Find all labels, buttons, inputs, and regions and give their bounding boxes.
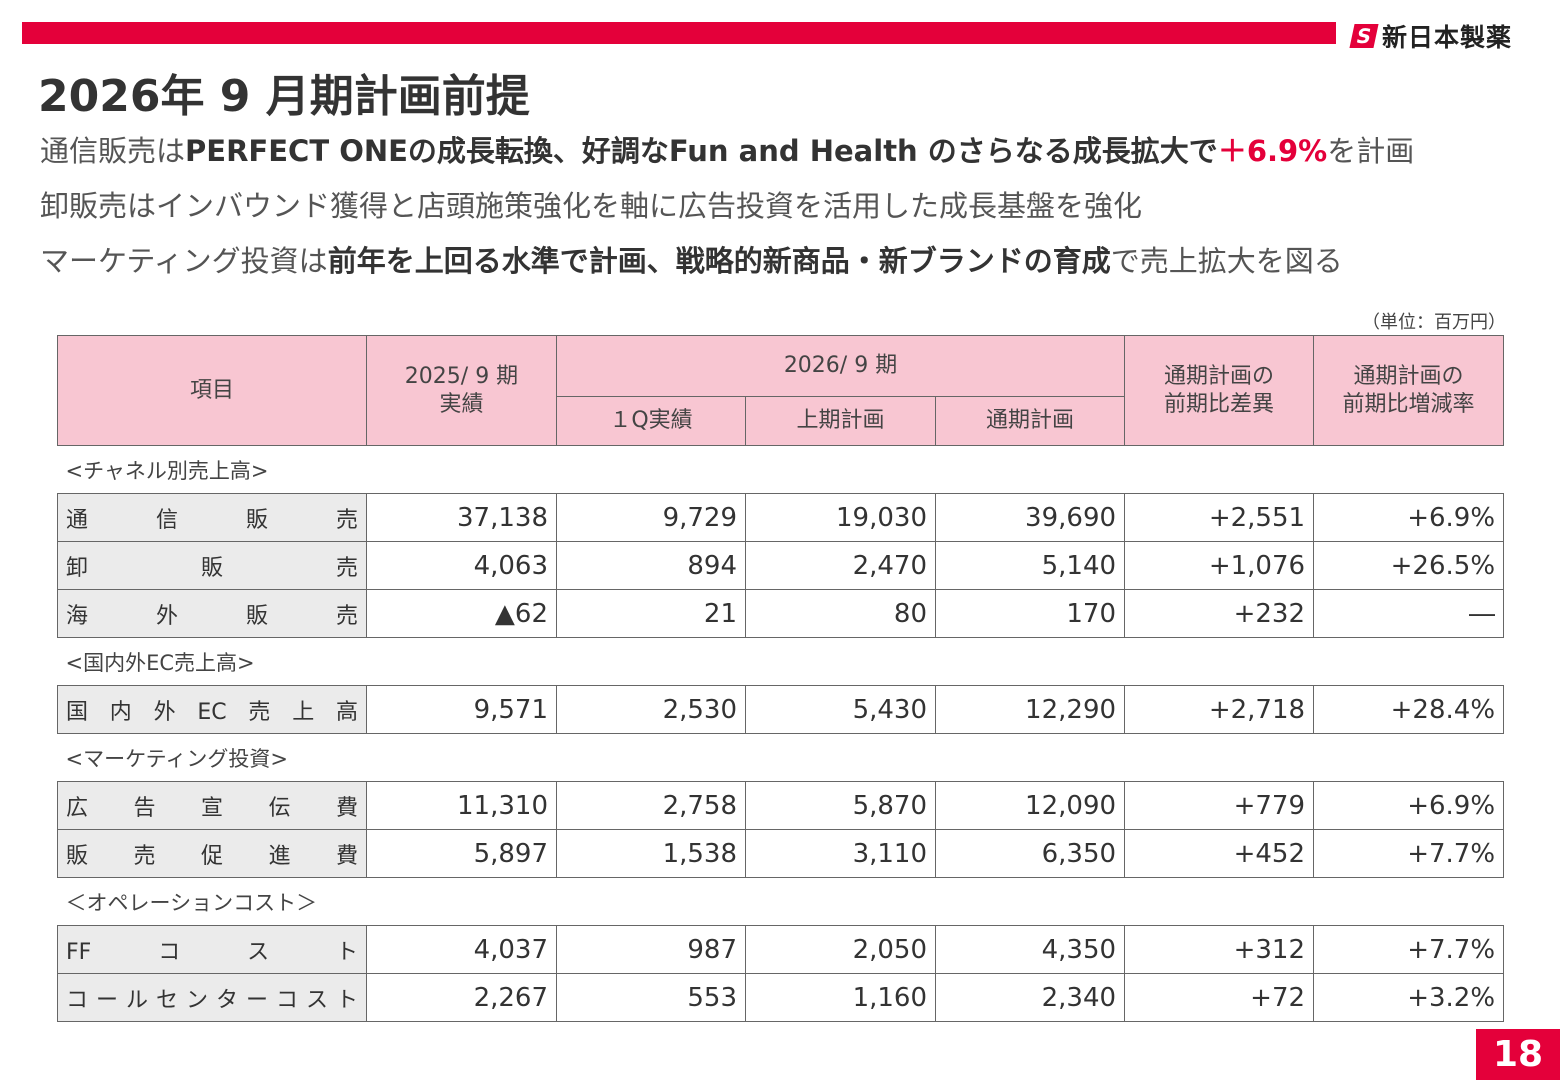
- value-cell: 3,110: [745, 829, 936, 878]
- table-row: コールセンターコスト 2,267 553 1,160 2,340 +72 +3.2%: [57, 973, 1505, 1022]
- row-label: 卸販売: [57, 541, 367, 590]
- value-cell: 1,538: [556, 829, 746, 878]
- value-cell: 5,430: [745, 685, 936, 734]
- value-cell: 987: [556, 925, 746, 974]
- value-cell: +232: [1124, 589, 1315, 638]
- value-cell: 2,470: [745, 541, 936, 590]
- value-cell: 553: [556, 973, 746, 1022]
- value-cell: +28.4%: [1313, 685, 1505, 734]
- value-cell: 12,090: [934, 781, 1126, 830]
- table-row: 国内外EC売上高 9,571 2,530 5,430 12,290 +2,718 +28.4…: [57, 685, 1505, 734]
- table-row: 通信販売 37,138 9,729 19,030 39,690 +2,551 +6.9%: [57, 493, 1505, 542]
- page-title: 2026年 9 月期計画前提: [38, 71, 530, 122]
- bullet-highlight: ＋6.9%: [1217, 134, 1328, 168]
- value-cell: 5,140: [934, 541, 1126, 590]
- section-label: ＜オペレーションコスト＞: [65, 890, 318, 915]
- row-label: 販売促進費: [57, 829, 367, 878]
- value-cell: 39,690: [934, 493, 1126, 542]
- value-cell: 2,530: [556, 685, 746, 734]
- value-cell: 2,758: [556, 781, 746, 830]
- top-accent-bar: [22, 22, 1336, 44]
- value-cell: +2,551: [1124, 493, 1315, 542]
- value-cell: +7.7%: [1313, 925, 1505, 974]
- table-row: 海外販売 ▲62 21 80 170 +232 ―: [57, 589, 1505, 638]
- value-cell: ▲62: [366, 589, 557, 638]
- header-h1: 上期計画: [745, 396, 936, 446]
- company-logo: S 新日本製薬: [1349, 18, 1513, 54]
- page-number: 18: [1476, 1029, 1560, 1080]
- value-cell: 2,050: [745, 925, 936, 974]
- bullet-text: を計画: [1327, 134, 1415, 168]
- value-cell: 80: [745, 589, 936, 638]
- value-cell: +6.9%: [1313, 493, 1505, 542]
- row-label: 海外販売: [57, 589, 367, 638]
- value-cell: +72: [1124, 973, 1315, 1022]
- value-cell: 9,729: [556, 493, 746, 542]
- bullet-text: 卸販売はインバウンド獲得と店頭施策強化を軸に広告投資を活用した成長基盤を強化: [40, 189, 1143, 223]
- bullet-3: マーケティング投資は前年を上回る水準で計画、戦略的新商品・新ブランドの育成で売上…: [40, 238, 1343, 280]
- table-row: FFコスト 4,037 987 2,050 4,350 +312 +7.7%: [57, 925, 1505, 974]
- plan-table: 項目 2025/ 9 期 実績 2026/ 9 期 通期計画の 前期比差異 通期…: [57, 335, 1505, 1022]
- bullet-2: 卸販売はインバウンド獲得と店頭施策強化を軸に広告投資を活用した成長基盤を強化: [40, 183, 1142, 225]
- value-cell: 170: [934, 589, 1126, 638]
- row-label: 国内外EC売上高: [57, 685, 367, 734]
- value-cell: 19,030: [745, 493, 936, 542]
- header-item: 項目: [57, 335, 367, 446]
- header-fy2026: 2026/ 9 期: [555, 335, 1126, 397]
- table-row: 販売促進費 5,897 1,538 3,110 6,350 +452 +7.7%: [57, 829, 1505, 878]
- value-cell: 1,160: [745, 973, 936, 1022]
- section-row: <チャネル別売上高>: [58, 446, 1504, 494]
- logo-text: 新日本製薬: [1382, 23, 1513, 52]
- value-cell: +6.9%: [1313, 781, 1505, 830]
- value-cell: +312: [1124, 925, 1315, 974]
- value-cell: 4,350: [934, 925, 1126, 974]
- header-diff: 通期計画の 前期比差異: [1124, 335, 1315, 446]
- value-cell: 5,870: [745, 781, 936, 830]
- value-cell: 2,340: [934, 973, 1126, 1022]
- value-cell: +1,076: [1124, 541, 1315, 590]
- table-row: 卸販売 4,063 894 2,470 5,140 +1,076 +26.5%: [57, 541, 1505, 590]
- header-full: 通期計画: [934, 396, 1126, 446]
- value-cell: 6,350: [934, 829, 1126, 878]
- value-cell: ―: [1313, 589, 1505, 638]
- section-label: <国内外EC売上高>: [65, 650, 255, 675]
- value-cell: +3.2%: [1313, 973, 1505, 1022]
- value-cell: +2,718: [1124, 685, 1315, 734]
- unit-note: （単位：百万円）: [1362, 312, 1506, 333]
- value-cell: 5,897: [366, 829, 557, 878]
- bullet-bold: PERFECT ONEの成長転換、好調なFun and Health のさらなる…: [185, 134, 1218, 168]
- row-label: 広告宣伝費: [57, 781, 367, 830]
- header-rate: 通期計画の 前期比増減率: [1313, 335, 1505, 446]
- value-cell: 4,063: [366, 541, 557, 590]
- header-fy2025: 2025/ 9 期 実績: [366, 335, 557, 446]
- value-cell: +452: [1124, 829, 1315, 878]
- header-q1: １Q実績: [556, 396, 746, 446]
- table-row: 広告宣伝費 11,310 2,758 5,870 12,090 +779 +6.9%: [57, 781, 1505, 830]
- section-row: <国内外EC売上高>: [58, 638, 1504, 686]
- value-cell: 4,037: [366, 925, 557, 974]
- value-cell: 894: [556, 541, 746, 590]
- value-cell: 9,571: [366, 685, 557, 734]
- value-cell: +7.7%: [1313, 829, 1505, 878]
- bullet-text: で売上拡大を図る: [1110, 244, 1343, 278]
- section-label: <マーケティング投資>: [65, 746, 289, 771]
- bullet-text: 通信販売は: [40, 134, 186, 168]
- value-cell: 2,267: [366, 973, 557, 1022]
- value-cell: 37,138: [366, 493, 557, 542]
- logo-mark-icon: S: [1349, 24, 1379, 48]
- value-cell: +26.5%: [1313, 541, 1505, 590]
- value-cell: 11,310: [366, 781, 557, 830]
- row-label: コールセンターコスト: [57, 973, 367, 1022]
- bullet-text: マーケティング投資は: [40, 244, 328, 278]
- row-label: FFコスト: [57, 925, 367, 974]
- bullet-bold: 前年を上回る水準で計画、戦略的新商品・新ブランドの育成: [327, 244, 1111, 278]
- section-row: ＜オペレーションコスト＞: [58, 878, 1504, 926]
- value-cell: 21: [556, 589, 746, 638]
- row-label: 通信販売: [57, 493, 367, 542]
- value-cell: +779: [1124, 781, 1315, 830]
- bullet-1: 通信販売はPERFECT ONEの成長転換、好調なFun and Health …: [40, 128, 1414, 170]
- value-cell: 12,290: [934, 685, 1126, 734]
- section-label: <チャネル別売上高>: [65, 458, 269, 483]
- section-row: <マーケティング投資>: [58, 734, 1504, 782]
